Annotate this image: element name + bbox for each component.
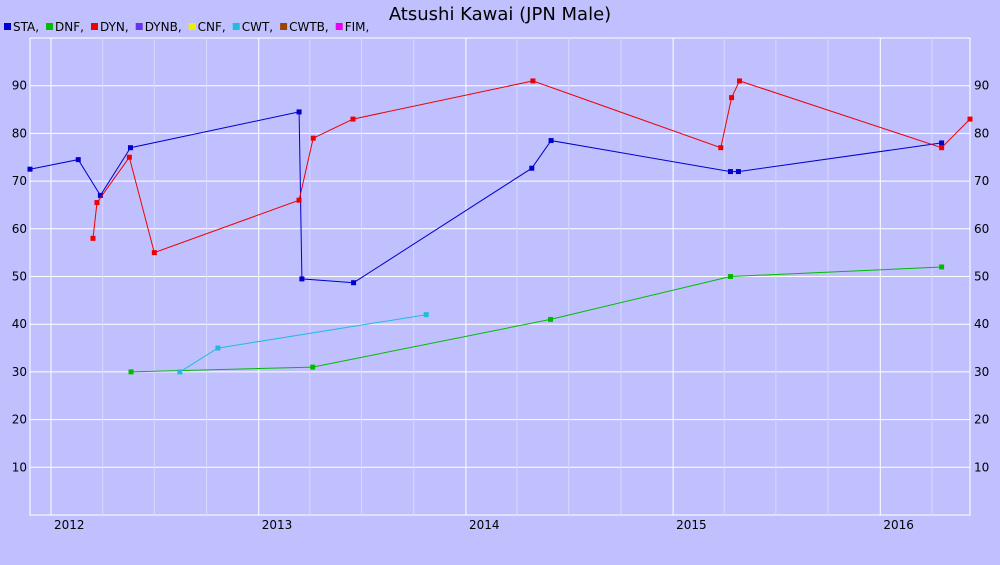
data-point-cwt [423,312,429,318]
y-tick-label-left: 20 [12,413,27,427]
x-tick-label: 2015 [676,518,707,532]
y-tick-label-left: 50 [12,270,27,284]
legend-swatch [4,23,11,30]
series-layer [27,78,973,375]
y-tick-label-right: 20 [974,413,989,427]
data-point-sta [351,280,357,286]
data-point-dyn [939,145,945,151]
series-line-dnf [130,266,942,373]
data-point-dyn [737,78,743,84]
y-tick-label-left: 70 [12,174,27,188]
y-tick-label-left: 60 [12,222,27,236]
legend-swatch [335,23,343,30]
data-point-sta [727,169,733,175]
data-point-sta [27,166,33,172]
data-point-cwt [215,345,221,351]
x-tick-label: 2013 [262,518,293,532]
legend-item: DNF, [46,20,84,34]
grid [30,38,970,515]
data-point-dyn [350,116,356,122]
y-tick-label-right: 80 [974,126,989,140]
data-point-dyn [126,154,132,160]
data-point-sta [939,140,945,146]
y-tick-label-left: 30 [12,365,27,379]
legend-label: STA, [13,20,39,34]
legend-item: CNF, [188,20,226,34]
data-point-dyn [90,235,96,241]
data-point-dnf [939,264,945,270]
y-tick-label-right: 10 [974,460,989,474]
chart-title: Atsushi Kawai (JPN Male) [389,4,611,25]
data-point-dnf [128,369,134,375]
y-tick-label-right: 40 [974,317,989,331]
series-dyn [90,78,973,256]
series-line-cwt [179,314,427,373]
legend-label: DYN, [100,20,129,34]
data-point-dyn [530,78,536,84]
legend: STA, DNF, DYN, DYNB, CNF, CWT, CWTB, FIM, [4,20,369,34]
legend-swatch [280,23,288,30]
legend-label: CWTB, [289,20,329,34]
legend-label: DNF, [55,20,84,34]
x-tick-label: 2016 [883,518,914,532]
x-tick-label: 2012 [54,518,85,532]
series-sta [27,109,945,286]
legend-label: CWT, [242,20,273,34]
y-tick-label-right: 90 [974,79,989,93]
data-point-sta [548,138,554,144]
data-point-dnf [727,274,733,279]
legend-label: FIM, [345,20,370,34]
data-point-dyn [729,95,735,101]
y-tick-label-right: 50 [974,270,989,284]
legend-item: FIM, [335,20,370,34]
y-tick-label-right: 30 [974,365,989,379]
y-tick-label-left: 80 [12,126,27,140]
legend-item: DYN, [90,20,129,34]
data-point-sta [75,157,81,163]
y-axis-left: 10 20 30 40 50 60 70 80 90 [12,79,27,475]
data-point-dyn [718,145,724,151]
legend-swatch [232,23,240,30]
y-tick-label-left: 10 [12,460,27,474]
legend-item: CWT, [232,20,273,34]
data-point-dyn [94,200,100,206]
series-dnf [128,264,945,375]
data-point-dyn [151,250,157,256]
y-tick-label-right: 60 [974,222,989,236]
data-point-sta [97,192,103,198]
legend-item: DYNB, [135,20,182,34]
data-point-cwt [177,369,183,375]
legend-label: DYNB, [145,20,182,34]
legend-item: STA, [4,20,39,34]
legend-label: CNF, [198,20,226,34]
data-point-dyn [296,197,302,203]
legend-swatch [46,23,54,30]
data-point-dnf [548,316,554,322]
y-axis-right: 10 20 30 40 50 60 70 80 90 [974,79,989,475]
x-axis: 2012 2013 2014 2015 2016 [54,518,914,532]
series-cwt [177,312,429,375]
y-tick-label-left: 90 [12,79,27,93]
y-tick-label-right: 70 [974,174,989,188]
data-point-sta [127,145,133,151]
data-point-sta [299,276,305,282]
data-point-dyn [310,135,316,141]
x-tick-label: 2014 [469,518,500,532]
legend-swatch [90,23,98,30]
data-point-sta [529,165,535,171]
legend-item: CWTB, [280,20,329,34]
data-point-dyn [967,116,973,122]
series-line-sta [29,111,942,284]
y-tick-label-left: 40 [12,317,27,331]
data-point-dnf [310,364,316,370]
data-point-sta [296,109,302,115]
legend-swatch [188,23,196,30]
legend-swatch [135,23,143,30]
data-point-sta [735,169,741,175]
